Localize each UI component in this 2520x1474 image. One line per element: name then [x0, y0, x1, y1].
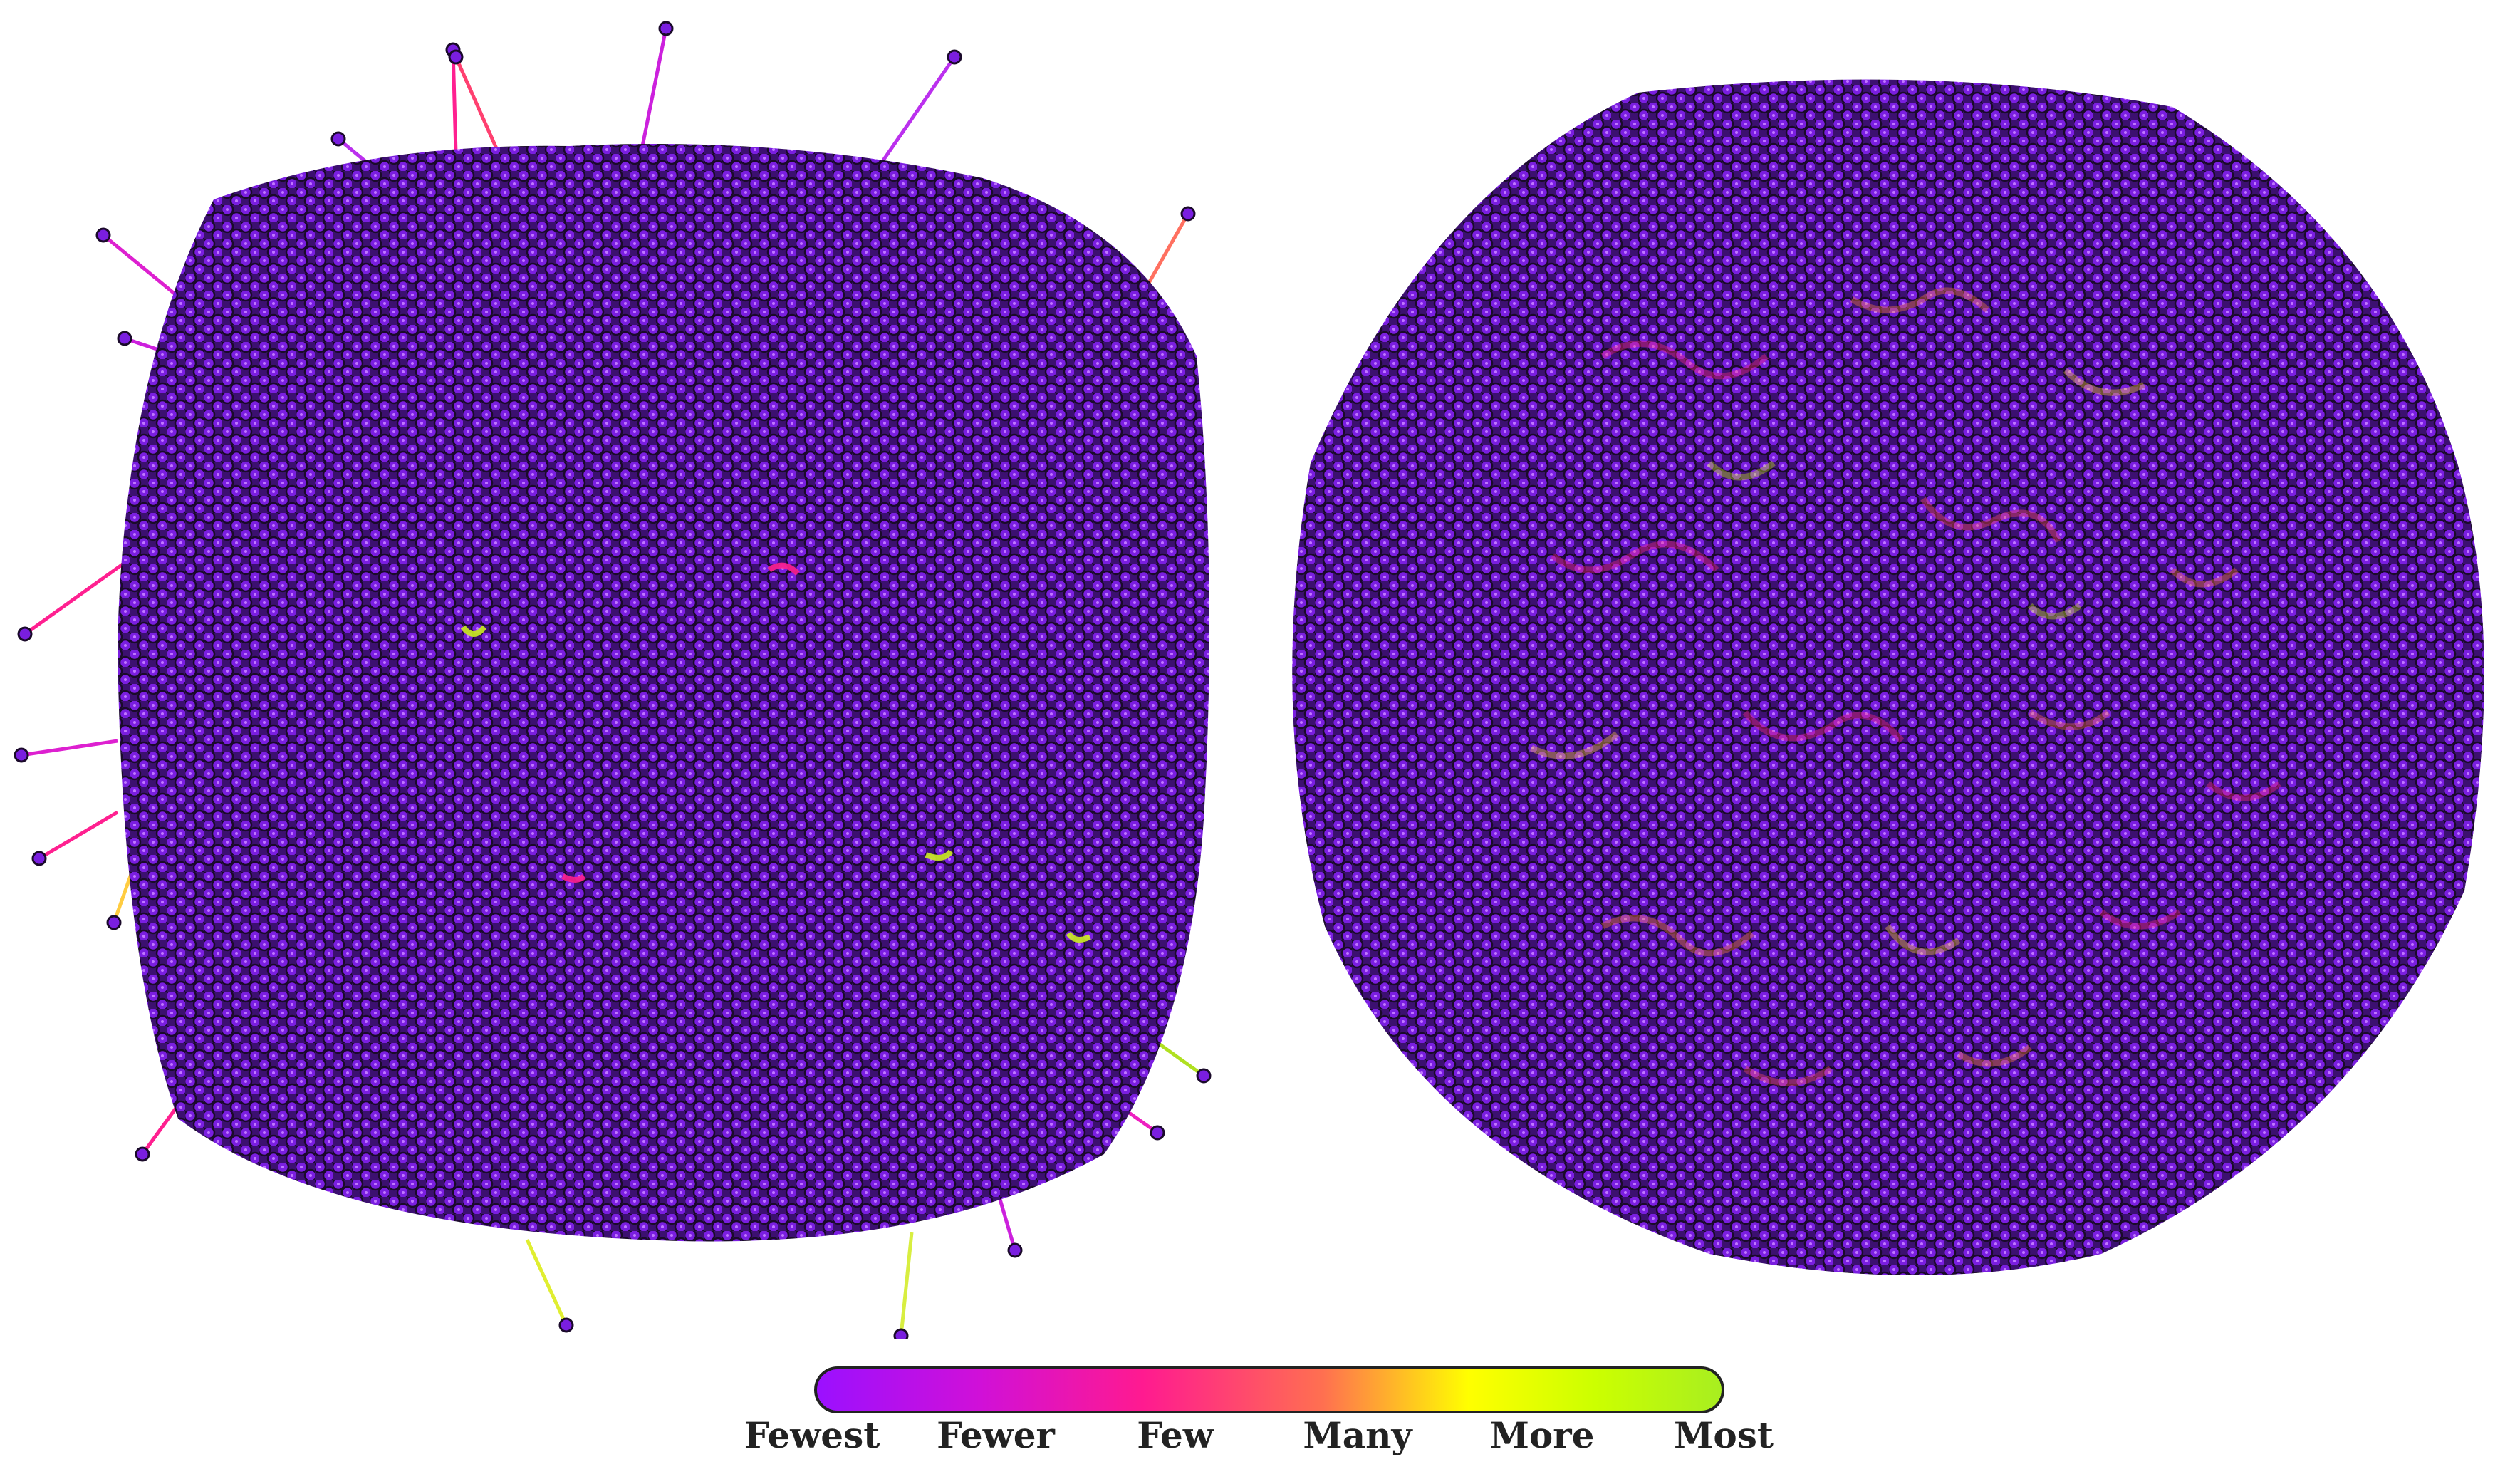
left-network — [14, 21, 1212, 1339]
colorbar-label-more: More — [1489, 1414, 1595, 1456]
right-network — [1292, 79, 2484, 1275]
colorbar-label-fewer: Fewer — [937, 1414, 1055, 1456]
colorbar — [814, 1366, 1724, 1413]
colorbar-label-fewest: Fewest — [744, 1414, 880, 1456]
left-network-highlight-edges — [460, 562, 1091, 943]
colorbar-label-many: Many — [1303, 1414, 1412, 1456]
left-network-outlier-nodes — [14, 21, 1212, 1339]
network-graphs — [14, 21, 2484, 1339]
colorbar-label-most: Most — [1674, 1414, 1774, 1456]
colorbar-label-few: Few — [1137, 1414, 1214, 1456]
